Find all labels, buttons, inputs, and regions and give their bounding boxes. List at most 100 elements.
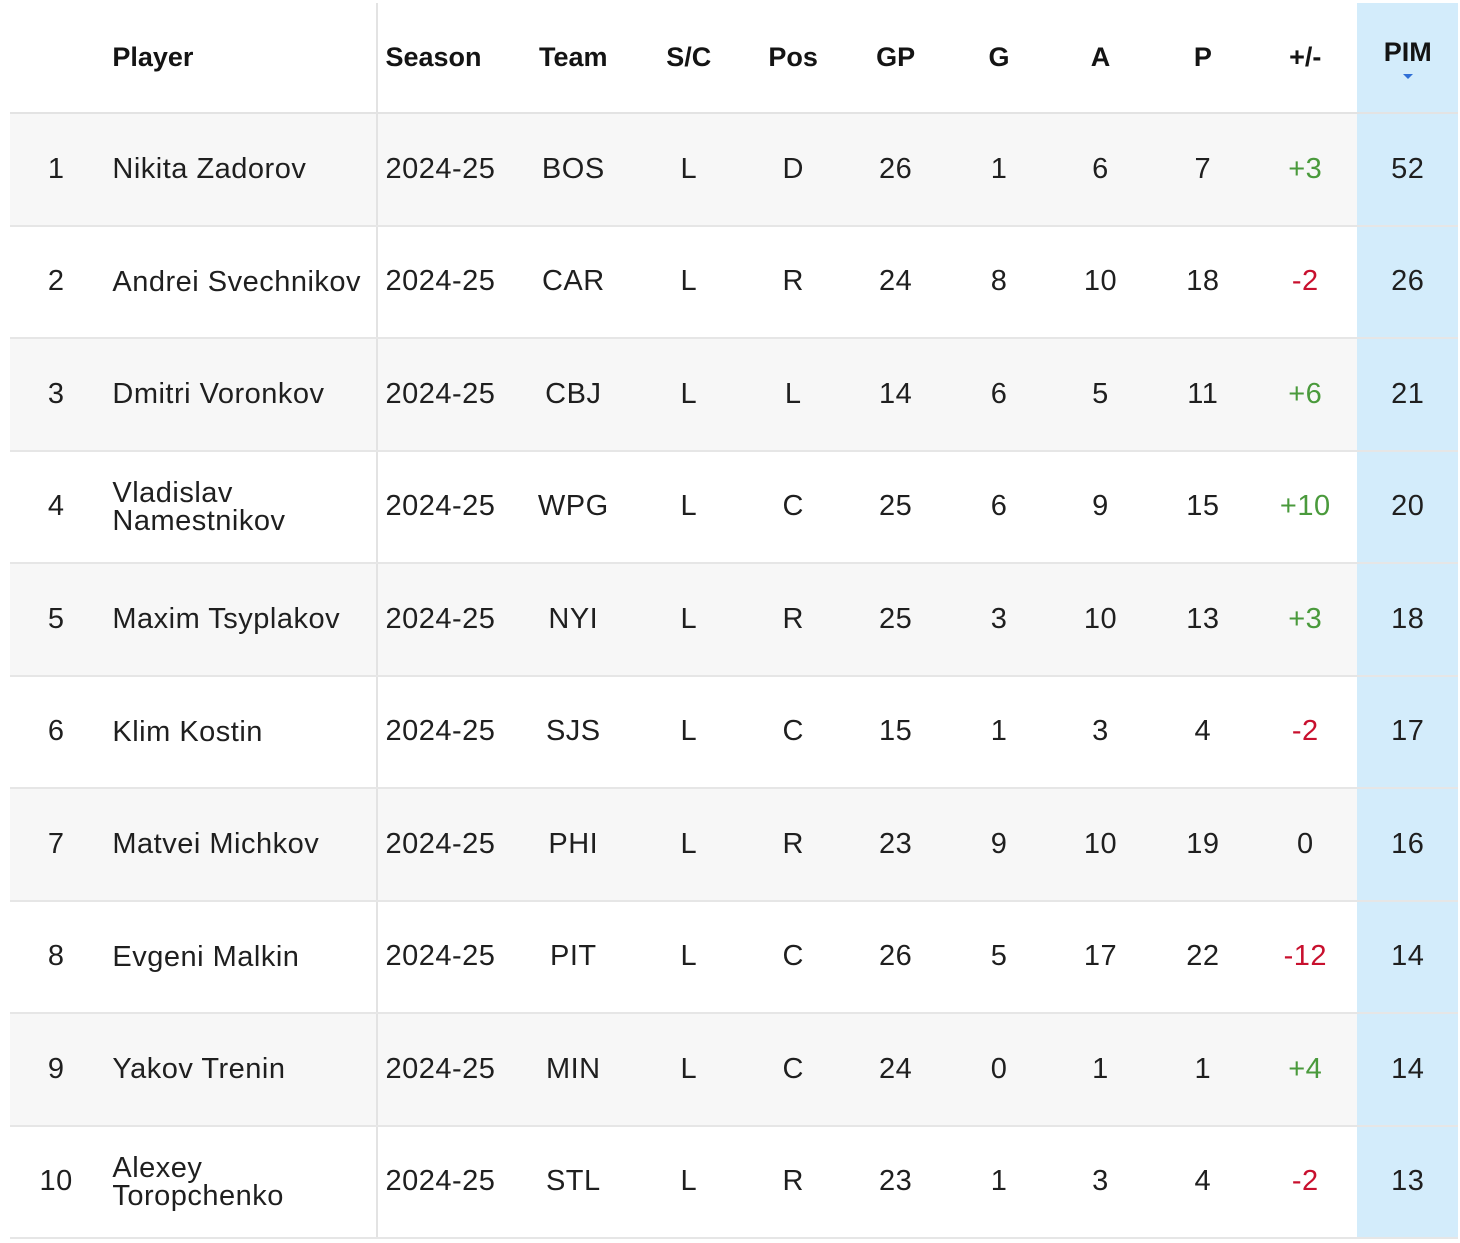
cell-penalty-minutes: 52 — [1357, 113, 1458, 227]
cell-player-name[interactable]: Andrei Svechnikov — [102, 225, 377, 339]
cell-assists: 10 — [1048, 788, 1153, 902]
cell-season: 2024-25 — [375, 338, 515, 452]
sort-descending-icon — [1402, 73, 1413, 79]
cell-player-name[interactable]: Maxim Tsyplakov — [102, 563, 377, 677]
cell-team[interactable]: PHI — [514, 788, 633, 902]
header-team[interactable]: Team — [514, 3, 633, 114]
table-row[interactable]: 10 Alexey Toropchenko 2024-25 STL L R 23 1 3 4 -2 1… — [10, 1125, 1458, 1239]
cell-games-played: 25 — [841, 450, 950, 564]
cell-team[interactable]: MIN — [514, 1013, 633, 1127]
cell-shoots-catches: L — [632, 450, 745, 564]
cell-games-played: 23 — [841, 1125, 950, 1239]
cell-position: C — [745, 1013, 842, 1127]
cell-games-played: 26 — [841, 113, 950, 227]
cell-goals: 1 — [949, 113, 1049, 227]
cell-team[interactable]: PIT — [514, 900, 633, 1014]
table-row[interactable]: 2 Andrei Svechnikov 2024-25 CAR L R 24 8 10 18 -2 2… — [10, 225, 1458, 339]
stats-table-container: Player Season Team S/C Pos GP G A P +/- … — [10, 3, 1458, 1239]
header-plus-minus[interactable]: +/- — [1253, 3, 1358, 114]
cell-position: L — [745, 338, 842, 452]
cell-goals: 3 — [949, 563, 1049, 677]
header-row: Player Season Team S/C Pos GP G A P +/- … — [10, 3, 1458, 114]
cell-assists: 1 — [1048, 1013, 1153, 1127]
cell-player-name[interactable]: Evgeni Malkin — [102, 900, 377, 1014]
cell-shoots-catches: L — [632, 338, 745, 452]
cell-points: 19 — [1152, 788, 1254, 902]
header-assists[interactable]: A — [1048, 3, 1153, 114]
cell-position: C — [745, 450, 842, 564]
cell-rank: 10 — [10, 1125, 103, 1239]
cell-plus-minus: +3 — [1253, 563, 1358, 677]
cell-season: 2024-25 — [375, 900, 515, 1014]
cell-goals: 5 — [949, 900, 1049, 1014]
cell-player-name[interactable]: Dmitri Voronkov — [102, 338, 377, 452]
cell-points: 1 — [1152, 1013, 1254, 1127]
cell-games-played: 25 — [841, 563, 950, 677]
cell-assists: 6 — [1048, 113, 1153, 227]
cell-player-name[interactable]: Nikita Zadorov — [102, 113, 377, 227]
header-position[interactable]: Pos — [745, 3, 842, 114]
cell-team[interactable]: NYI — [514, 563, 633, 677]
table-row[interactable]: 6 Klim Kostin 2024-25 SJS L C 15 1 3 4 -2 17 — [10, 675, 1458, 789]
cell-team[interactable]: CBJ — [514, 338, 633, 452]
cell-position: C — [745, 900, 842, 1014]
table-row[interactable]: 8 Evgeni Malkin 2024-25 PIT L C 26 5 17 22 -12 14 — [10, 900, 1458, 1014]
cell-assists: 10 — [1048, 563, 1153, 677]
cell-rank: 8 — [10, 900, 103, 1014]
cell-plus-minus: -2 — [1253, 1125, 1358, 1239]
cell-team[interactable]: STL — [514, 1125, 633, 1239]
cell-penalty-minutes: 16 — [1357, 788, 1458, 902]
cell-rank: 3 — [10, 338, 103, 452]
cell-plus-minus: -2 — [1253, 225, 1358, 339]
cell-points: 4 — [1152, 675, 1254, 789]
cell-team[interactable]: CAR — [514, 225, 633, 339]
cell-rank: 2 — [10, 225, 103, 339]
cell-rank: 6 — [10, 675, 103, 789]
cell-position: R — [745, 225, 842, 339]
cell-team[interactable]: SJS — [514, 675, 633, 789]
cell-player-name[interactable]: Alexey Toropchenko — [102, 1125, 377, 1239]
cell-goals: 1 — [949, 1125, 1049, 1239]
table-row[interactable]: 7 Matvei Michkov 2024-25 PHI L R 23 9 10 19 0 16 — [10, 788, 1458, 902]
header-player[interactable]: Player — [102, 3, 377, 114]
cell-player-name[interactable]: Vladislav Namestnikov — [102, 450, 377, 564]
cell-points: 7 — [1152, 113, 1254, 227]
cell-games-played: 15 — [841, 675, 950, 789]
cell-team[interactable]: WPG — [514, 450, 633, 564]
cell-position: D — [745, 113, 842, 227]
cell-points: 13 — [1152, 563, 1254, 677]
cell-rank: 9 — [10, 1013, 103, 1127]
header-points[interactable]: P — [1152, 3, 1254, 114]
cell-assists: 5 — [1048, 338, 1153, 452]
cell-shoots-catches: L — [632, 675, 745, 789]
table-row[interactable]: 9 Yakov Trenin 2024-25 MIN L C 24 0 1 1 +4 14 — [10, 1013, 1458, 1127]
cell-team[interactable]: BOS — [514, 113, 633, 227]
table-row[interactable]: 1 Nikita Zadorov 2024-25 BOS L D 26 1 6 7 +3 52 — [10, 113, 1458, 227]
cell-games-played: 24 — [841, 1013, 950, 1127]
table-row[interactable]: 4 Vladislav Namestnikov 2024-25 WPG L C 25 6 9 15… — [10, 450, 1458, 564]
cell-player-name[interactable]: Matvei Michkov — [102, 788, 377, 902]
header-pim-label: PIM — [1383, 36, 1432, 67]
header-shoots-catches[interactable]: S/C — [632, 3, 745, 114]
table-row[interactable]: 5 Maxim Tsyplakov 2024-25 NYI L R 25 3 10 13 +3 18 — [10, 563, 1458, 677]
cell-penalty-minutes: 20 — [1357, 450, 1458, 564]
header-goals[interactable]: G — [949, 3, 1049, 114]
cell-rank: 1 — [10, 113, 103, 227]
cell-rank: 5 — [10, 563, 103, 677]
header-games-played[interactable]: GP — [841, 3, 950, 114]
cell-goals: 6 — [949, 450, 1049, 564]
cell-plus-minus: +10 — [1253, 450, 1358, 564]
cell-penalty-minutes: 13 — [1357, 1125, 1458, 1239]
cell-position: C — [745, 675, 842, 789]
header-season[interactable]: Season — [375, 3, 515, 114]
cell-plus-minus: +4 — [1253, 1013, 1358, 1127]
header-penalty-minutes[interactable]: PIM — [1357, 3, 1458, 114]
cell-shoots-catches: L — [632, 113, 745, 227]
cell-season: 2024-25 — [375, 225, 515, 339]
cell-player-name[interactable]: Yakov Trenin — [102, 1013, 377, 1127]
cell-plus-minus: 0 — [1253, 788, 1358, 902]
cell-season: 2024-25 — [375, 675, 515, 789]
table-row[interactable]: 3 Dmitri Voronkov 2024-25 CBJ L L 14 6 5 11 +6 21 — [10, 338, 1458, 452]
cell-plus-minus: -12 — [1253, 900, 1358, 1014]
cell-player-name[interactable]: Klim Kostin — [102, 675, 377, 789]
